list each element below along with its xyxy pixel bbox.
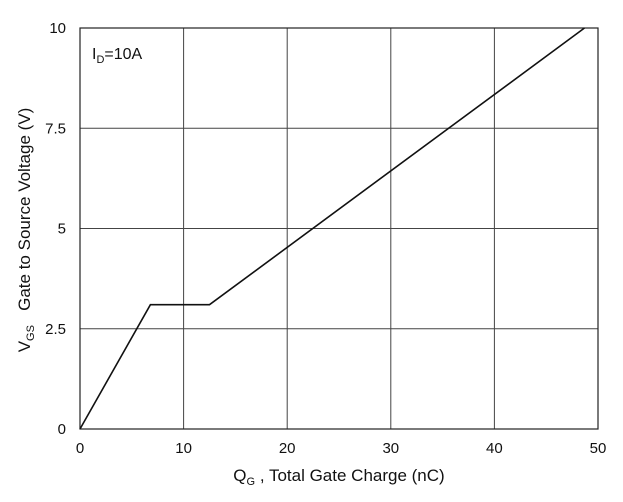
x-tick-labels: 0 10 20 30 40 50 xyxy=(76,440,607,457)
series-line xyxy=(79,27,585,430)
x-tick-label-2: 20 xyxy=(279,440,296,457)
grid xyxy=(80,28,598,429)
x-tick-label-4: 40 xyxy=(486,440,503,457)
x-axis-label: QG , Total Gate Charge (nC) xyxy=(233,466,444,488)
x-tick-label-3: 30 xyxy=(382,440,399,457)
x-tick-label-0: 0 xyxy=(76,440,84,457)
y-axis-label: VGS Gate to Source Voltage (V) xyxy=(15,108,37,353)
current-annotation: ID=10A xyxy=(92,46,143,66)
plot-frame xyxy=(79,27,599,430)
y-tick-label-3: 7.5 xyxy=(45,120,66,137)
y-tick-labels: 0 2.5 5 7.5 10 xyxy=(45,20,66,438)
y-tick-label-2: 5 xyxy=(58,221,66,238)
y-tick-label-0: 0 xyxy=(58,421,66,438)
y-tick-label-4: 10 xyxy=(49,20,66,37)
x-tick-label-1: 10 xyxy=(175,440,192,457)
x-tick-label-5: 50 xyxy=(590,440,607,457)
y-tick-label-1: 2.5 xyxy=(45,321,66,338)
